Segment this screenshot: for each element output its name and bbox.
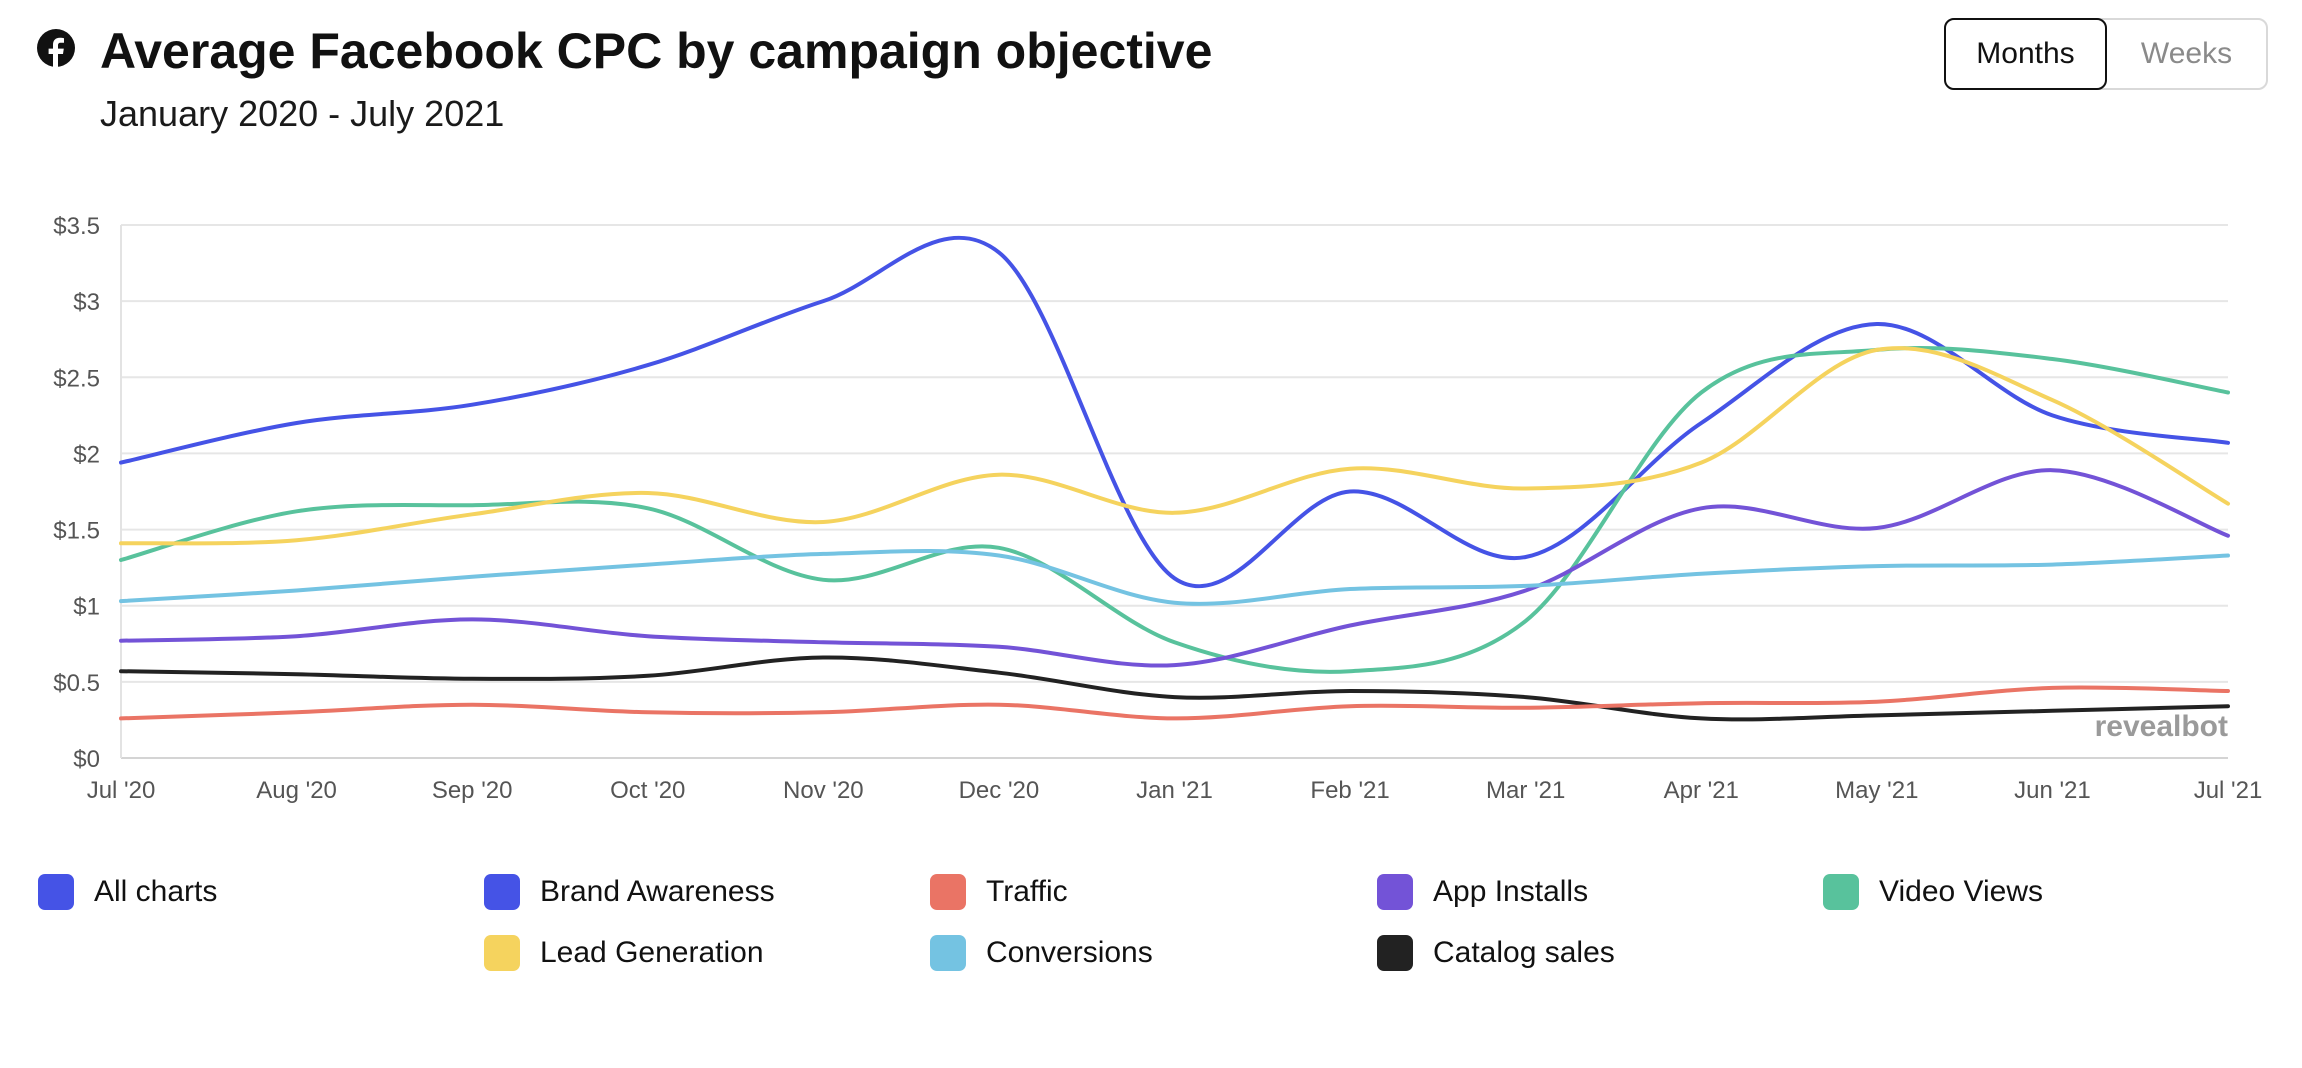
legend-label: Video Views: [1879, 875, 2044, 908]
y-tick-label: $2: [73, 441, 100, 468]
revealbot-watermark: revealbot: [2095, 710, 2228, 743]
series-line-video-views: [119, 345, 2230, 674]
y-tick-label: $1.5: [53, 518, 100, 545]
y-tick-label: $2.5: [53, 365, 100, 392]
legend-item-traffic[interactable]: Traffic: [930, 872, 1068, 912]
x-tick-label: Nov '20: [783, 777, 864, 804]
y-tick-label: $0: [73, 746, 100, 773]
weeks-button[interactable]: Weeks: [2107, 20, 2266, 88]
series-line-traffic: [119, 685, 2230, 721]
x-tick-label: Feb '21: [1310, 777, 1389, 804]
x-tick-label: Aug '20: [256, 777, 337, 804]
x-tick-label: Jul '20: [87, 777, 156, 804]
legend-item-video-views[interactable]: Video Views: [1823, 872, 2043, 912]
page-title: Average Facebook CPC by campaign objecti…: [100, 23, 1213, 79]
legend-label: Lead Generation: [540, 936, 764, 969]
x-tick-label: Sep '20: [432, 777, 513, 804]
legend-label: All charts: [94, 875, 218, 908]
legend-swatch: [484, 874, 520, 910]
legend-label: Conversions: [986, 936, 1153, 969]
x-tick-label: Apr '21: [1664, 777, 1739, 804]
legend-item-lead-generation[interactable]: Lead Generation: [484, 933, 764, 973]
legend-item-app-installs[interactable]: App Installs: [1377, 872, 1588, 912]
x-tick-label: Mar '21: [1486, 777, 1565, 804]
legend-swatch: [484, 935, 520, 971]
legend-item-conversions[interactable]: Conversions: [930, 933, 1153, 973]
legend-label: App Installs: [1433, 875, 1589, 908]
legend-swatch: [38, 874, 74, 910]
x-tick-label: Jul '21: [2194, 777, 2263, 804]
legend-swatch: [1823, 874, 1859, 910]
y-tick-label: $0.5: [53, 670, 100, 697]
series-line-brand-awareness: [119, 235, 2230, 589]
granularity-toggle: Months Weeks: [1944, 18, 2268, 90]
series-line-conversions: [119, 548, 2230, 606]
y-tick-label: $1: [73, 594, 100, 621]
series-line-lead-generation: [119, 346, 2230, 546]
legend-swatch: [930, 935, 966, 971]
x-tick-label: Jan '21: [1136, 777, 1213, 804]
x-tick-label: Dec '20: [959, 777, 1040, 804]
line-chart: $0 $0.5 $1 $1.5 $2 $2.5 $3 $3.5 Jul '20 Aug '20 Se…: [53, 213, 2263, 804]
y-tick-label: $3.5: [53, 213, 100, 240]
x-tick-label: Jun '21: [2014, 777, 2091, 804]
y-tick-label: $3: [73, 289, 100, 316]
legend-label: Catalog sales: [1433, 936, 1615, 969]
months-button[interactable]: Months: [1944, 18, 2107, 90]
legend-swatch: [1377, 935, 1413, 971]
series-line-catalog-sales: [119, 655, 2230, 722]
x-tick-label: Oct '20: [610, 777, 685, 804]
x-tick-label: May '21: [1835, 777, 1918, 804]
legend-swatch: [1377, 874, 1413, 910]
legend-label: Brand Awareness: [540, 875, 775, 908]
legend-item-brand-awareness[interactable]: Brand Awareness: [484, 872, 775, 912]
legend-item-all-charts[interactable]: All charts: [38, 872, 217, 912]
series-line-app-installs: [119, 468, 2230, 668]
legend-item-catalog-sales[interactable]: Catalog sales: [1377, 933, 1615, 973]
page-subtitle: January 2020 - July 2021: [100, 93, 505, 134]
facebook-icon: [37, 29, 75, 68]
legend-label: Traffic: [986, 875, 1068, 908]
legend-swatch: [930, 874, 966, 910]
